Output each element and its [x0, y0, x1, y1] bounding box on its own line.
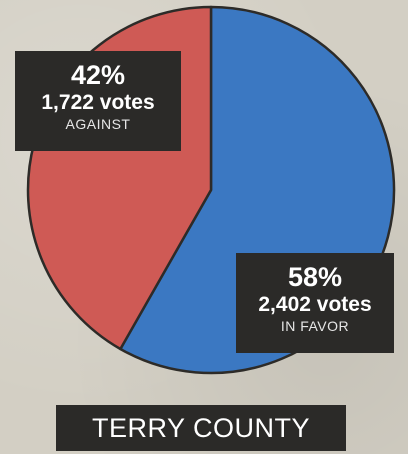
in-favor-votes: 2,402 votes: [258, 293, 372, 316]
in-favor-label-box: 58% 2,402 votes IN FAVOR: [236, 253, 394, 353]
in-favor-label: IN FAVOR: [280, 318, 350, 334]
chart-title: TERRY COUNTY: [56, 405, 346, 451]
against-label: AGAINST: [65, 116, 131, 132]
against-label-box: 42% 1,722 votes AGAINST: [15, 51, 181, 151]
against-votes: 1,722 votes: [41, 91, 155, 114]
in-favor-percent: 58%: [287, 262, 343, 292]
against-percent: 42%: [70, 60, 126, 90]
